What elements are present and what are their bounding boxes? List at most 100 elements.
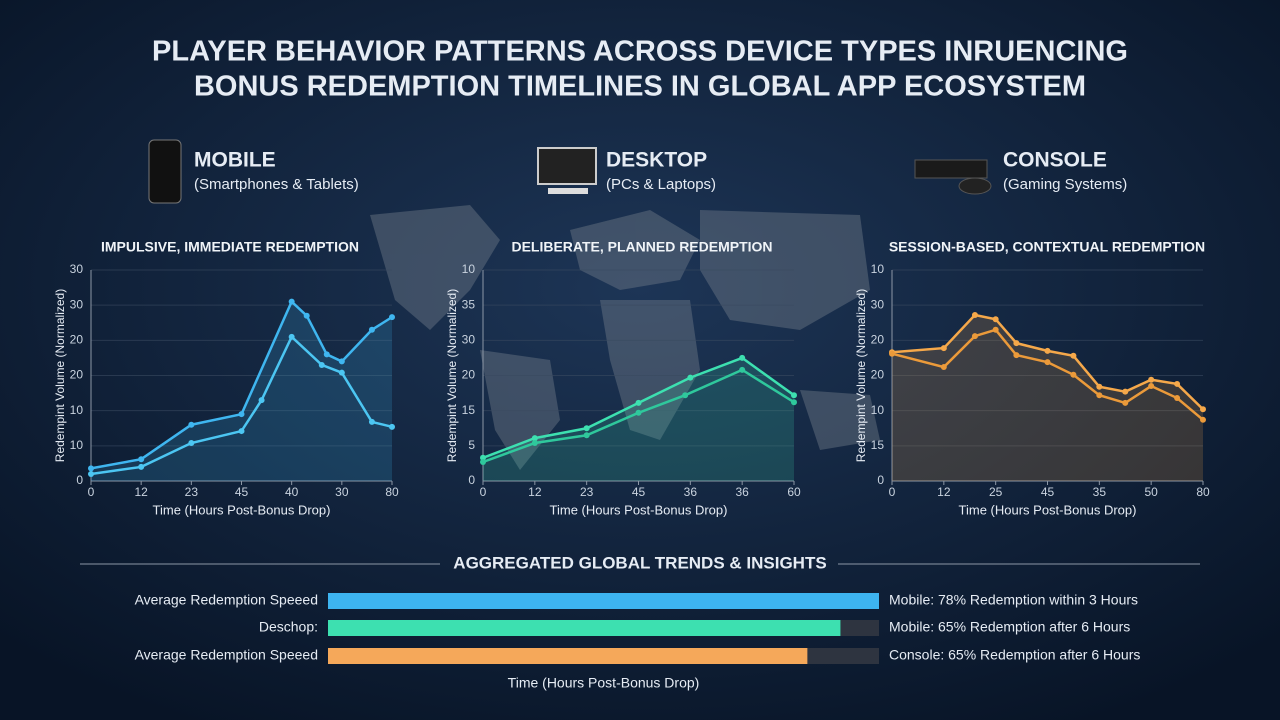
point (480, 454, 486, 461)
x-tick-label: 12 (937, 485, 951, 499)
monitor (537, 147, 597, 185)
point (1044, 347, 1051, 354)
title-line: PLAYER BEHAVIOR PATTERNS ACROSS DEVICE T… (152, 36, 1128, 68)
phone (148, 139, 182, 204)
bar (328, 593, 879, 609)
point (1096, 383, 1103, 390)
bar-annotation: Mobile: 78% Redemption within 3 Hours (889, 592, 1138, 608)
x-tick-label: 30 (335, 485, 349, 499)
point (323, 351, 330, 358)
point (238, 411, 245, 418)
device-name: DESKTOP (606, 149, 707, 172)
point (188, 421, 195, 428)
point (138, 463, 145, 470)
series-line (891, 328, 1204, 421)
continent (480, 350, 560, 470)
y-tick-label: 0 (468, 473, 475, 487)
bar-annotation: Console: 65% Redemption after 6 Hours (889, 647, 1140, 663)
mobile-icon (148, 139, 182, 204)
x-tick-label: 45 (632, 485, 646, 499)
point (583, 432, 590, 439)
point (303, 312, 310, 319)
area (91, 301, 392, 481)
point (1200, 406, 1206, 413)
y-tick-label: 20 (70, 333, 84, 347)
x-tick-label: 35 (1093, 485, 1107, 499)
x-tick-label: 45 (1041, 485, 1055, 499)
bar (328, 648, 808, 664)
point (971, 312, 978, 319)
point (940, 345, 947, 352)
point (531, 435, 538, 442)
x-tick-label: 0 (480, 485, 487, 499)
point (1013, 352, 1020, 359)
x-tick-label: 25 (989, 485, 1003, 499)
y-tick-label: 35 (462, 297, 476, 311)
series-line (891, 313, 1204, 411)
world-map (370, 205, 880, 470)
keyboard (548, 188, 588, 194)
y-tick-label: 10 (871, 403, 885, 417)
device-subtitle: (Gaming Systems) (1003, 176, 1127, 193)
y-tick-label: 10 (871, 262, 885, 276)
continent (600, 300, 700, 440)
y-tick-label: 20 (871, 333, 885, 347)
point (1122, 399, 1129, 406)
point (389, 423, 395, 430)
device-subtitle: (Smartphones & Tablets) (194, 176, 359, 193)
point (889, 350, 895, 357)
point (238, 428, 245, 435)
x-tick-label: 0 (889, 485, 896, 499)
series-line (90, 299, 393, 470)
point (687, 374, 694, 381)
area (892, 315, 1203, 481)
y-tick-label: 30 (462, 333, 476, 347)
x-tick-label: 36 (735, 485, 749, 499)
point (1200, 416, 1206, 423)
point (288, 333, 295, 340)
device-subtitle: (PCs & Laptops) (606, 176, 716, 193)
x-tick-label: 80 (385, 485, 399, 499)
desktop-icon (537, 147, 597, 194)
y-tick-label: 30 (871, 297, 885, 311)
x-tick-label: 80 (1196, 485, 1210, 499)
y-tick-label: 20 (462, 368, 476, 382)
point (1096, 392, 1103, 399)
x-tick-label: 60 (787, 485, 801, 499)
point (318, 361, 325, 368)
y-tick-label: 0 (76, 473, 83, 487)
point (791, 392, 797, 399)
y-tick-label: 0 (877, 473, 884, 487)
point (682, 392, 689, 399)
x-tick-label: 50 (1144, 485, 1158, 499)
point (258, 397, 265, 404)
point (338, 358, 345, 365)
chart-title: IMPULSIVE, IMMEDIATE REDEMPTION (101, 239, 359, 255)
point (138, 456, 145, 463)
point (739, 354, 746, 361)
point (1174, 395, 1181, 402)
y-tick-label: 20 (871, 368, 885, 382)
x-tick-label: 45 (235, 485, 249, 499)
point (1044, 359, 1051, 366)
point (88, 470, 94, 477)
continent (800, 390, 880, 450)
y-tick-label: 30 (70, 262, 84, 276)
x-tick-label: 0 (88, 485, 95, 499)
bar-label: Deschop: (259, 619, 318, 635)
point (338, 369, 345, 376)
series-line (90, 334, 393, 476)
point (739, 366, 746, 373)
y-tick-label: 15 (462, 403, 476, 417)
console-box (914, 159, 988, 179)
x-tick-label: 36 (684, 485, 698, 499)
y-tick-label: 30 (70, 297, 84, 311)
chart-title: DELIBERATE, PLANNED REDEMPTION (511, 239, 772, 255)
y-tick-label: 5 (468, 438, 475, 452)
point (992, 316, 999, 323)
x-tick-label: 23 (185, 485, 199, 499)
y-tick-label: 10 (70, 403, 84, 417)
area (483, 357, 794, 481)
point (1070, 371, 1077, 378)
